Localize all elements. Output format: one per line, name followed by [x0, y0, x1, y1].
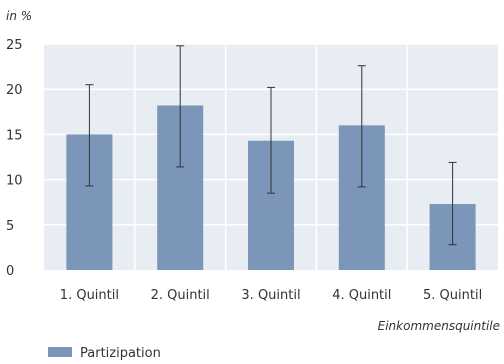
legend-swatch [48, 347, 72, 357]
x-axis-ticks: 1. Quintil 2. Quintil 3. Quintil 4. Quintil… [60, 288, 482, 303]
y-tick-label: 10 [6, 174, 23, 189]
y-tick-label: 20 [6, 83, 23, 98]
y-tick-label: 5 [6, 219, 14, 234]
y-tick-label: 0 [6, 264, 14, 279]
y-tick-label: 15 [6, 128, 23, 143]
legend-label-partizipation: Partizipation [80, 346, 161, 361]
bars [66, 105, 476, 270]
error-bars [85, 45, 457, 246]
x-tick-label: 5. Quintil [423, 288, 482, 303]
x-tick-label: 4. Quintil [332, 288, 391, 303]
legend: Partizipation [48, 346, 161, 361]
y-axis-label: in % [6, 9, 32, 23]
x-axis-label: Einkommensquintile [378, 319, 500, 333]
x-tick-label: 1. Quintil [60, 288, 119, 303]
y-tick-label: 25 [6, 38, 23, 53]
y-axis-ticks: 0 5 10 15 20 25 [6, 38, 23, 279]
x-tick-label: 2. Quintil [151, 288, 210, 303]
x-tick-label: 3. Quintil [241, 288, 300, 303]
